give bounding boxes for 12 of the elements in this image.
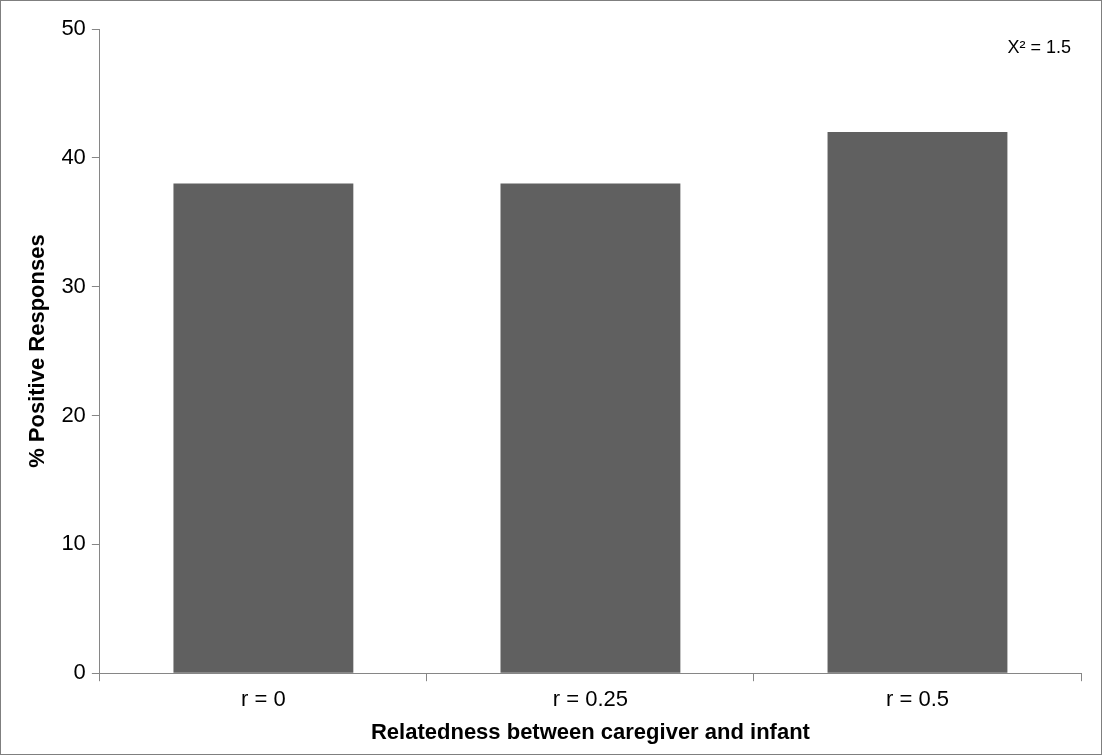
y-axis-title: % Positive Responses <box>24 234 50 468</box>
x-tick-label: r = 0.5 <box>885 686 949 712</box>
y-tick-label: 50 <box>61 15 86 41</box>
y-tick-label: 20 <box>61 401 86 427</box>
y-tick-label: 0 <box>73 659 86 685</box>
y-tick-label: 40 <box>61 143 86 169</box>
x-tick-label: r = 0.25 <box>552 686 629 712</box>
y-tick-label: 30 <box>61 272 86 298</box>
y-tick-label: 10 <box>61 530 86 556</box>
x-tick-label: r = 0 <box>241 686 286 712</box>
x-axis-title: Relatedness between caregiver and infant <box>370 718 811 744</box>
annotation: X² = 1.5 <box>1007 36 1071 57</box>
